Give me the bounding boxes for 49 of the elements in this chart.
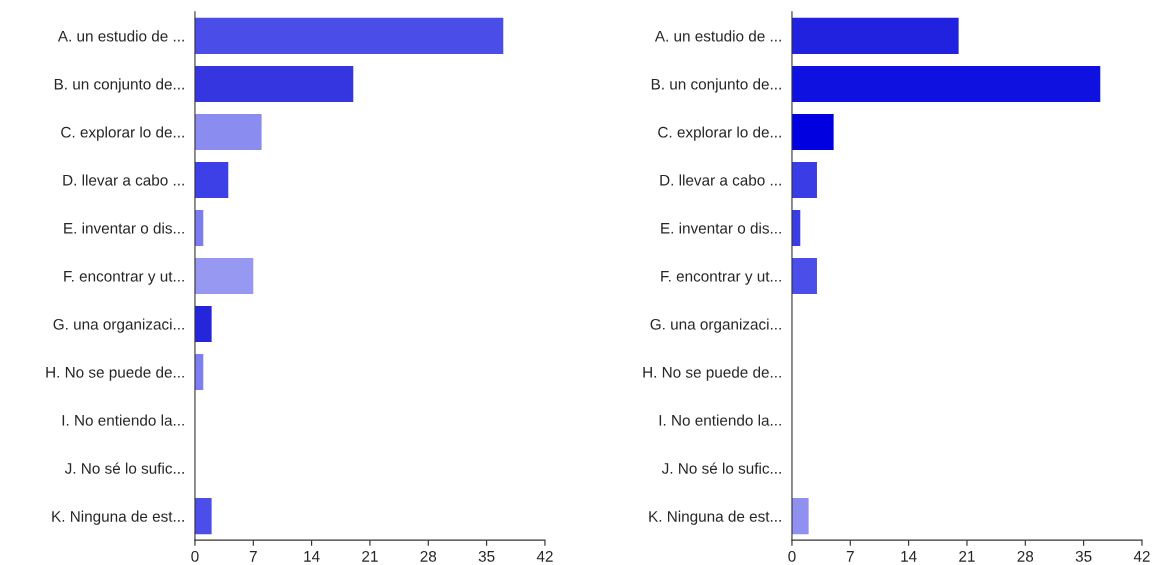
- bar: [194, 17, 504, 54]
- y-tick-label: D. llevar a cabo ...: [660, 174, 781, 186]
- bar: [194, 306, 212, 343]
- bar: [194, 257, 254, 295]
- y-tick-label: B. un conjunto de...: [54, 78, 184, 93]
- bar: [791, 113, 834, 150]
- x-tick-label: 42: [536, 550, 553, 562]
- y-tick-label: A. un estudio de ...: [57, 30, 184, 42]
- y-tick-label: H. No se puede de...: [46, 366, 184, 381]
- x-tick-label: 28: [1017, 550, 1034, 562]
- x-tick-label: 14: [901, 551, 917, 562]
- y-tick-label: J. No sé lo sufic...: [64, 462, 184, 474]
- y-tick-label: B. un conjunto de...: [651, 78, 781, 93]
- x-tick-label: 7: [846, 551, 854, 562]
- y-tick-label: I. No entiendo la...: [62, 414, 184, 426]
- y-tick-label: C. explorar lo de...: [658, 126, 781, 141]
- bar: [791, 498, 809, 535]
- x-tick-label: 28: [420, 550, 437, 562]
- y-tick-label: G. una organizaci...: [53, 318, 184, 333]
- y-tick-label: E. inventar o dis...: [661, 222, 781, 234]
- x-tick-label: 14: [304, 551, 320, 562]
- bar: [194, 161, 229, 198]
- x-tick-label: 21: [959, 550, 975, 562]
- x-tick-label: 0: [191, 550, 199, 562]
- x-tick-label: 7: [249, 551, 257, 562]
- y-tick-label: J. No sé lo sufic...: [661, 462, 781, 474]
- x-tick-label: 21: [362, 550, 378, 562]
- y-tick-label: G. una organizaci...: [650, 318, 781, 333]
- y-tick-label: E. inventar o dis...: [64, 222, 184, 234]
- x-tick-label: 0: [788, 550, 796, 562]
- y-tick-label: F. encontrar y ut...: [64, 271, 184, 285]
- bar: [194, 498, 212, 535]
- x-tick-label: 35: [1075, 550, 1092, 562]
- y-tick-label: H. No se puede de...: [643, 366, 781, 381]
- y-tick-label: I. No entiendo la...: [659, 414, 781, 426]
- y-tick-label: F. encontrar y ut...: [661, 271, 781, 285]
- y-tick-label: C. explorar lo de...: [61, 126, 184, 141]
- y-tick-label: K. Ninguna de est...: [52, 510, 184, 525]
- x-tick-label: 42: [1133, 550, 1150, 562]
- y-tick-label: A. un estudio de ...: [654, 30, 781, 42]
- y-tick-label: K. Ninguna de est...: [649, 510, 781, 525]
- y-tick-label: D. llevar a cabo ...: [63, 174, 184, 186]
- bar: [791, 161, 817, 198]
- bar: [791, 17, 959, 54]
- bar: [791, 65, 1101, 102]
- bar: [194, 65, 354, 102]
- bar: [194, 113, 262, 150]
- bar: [791, 257, 817, 295]
- x-tick-label: 35: [478, 550, 495, 562]
